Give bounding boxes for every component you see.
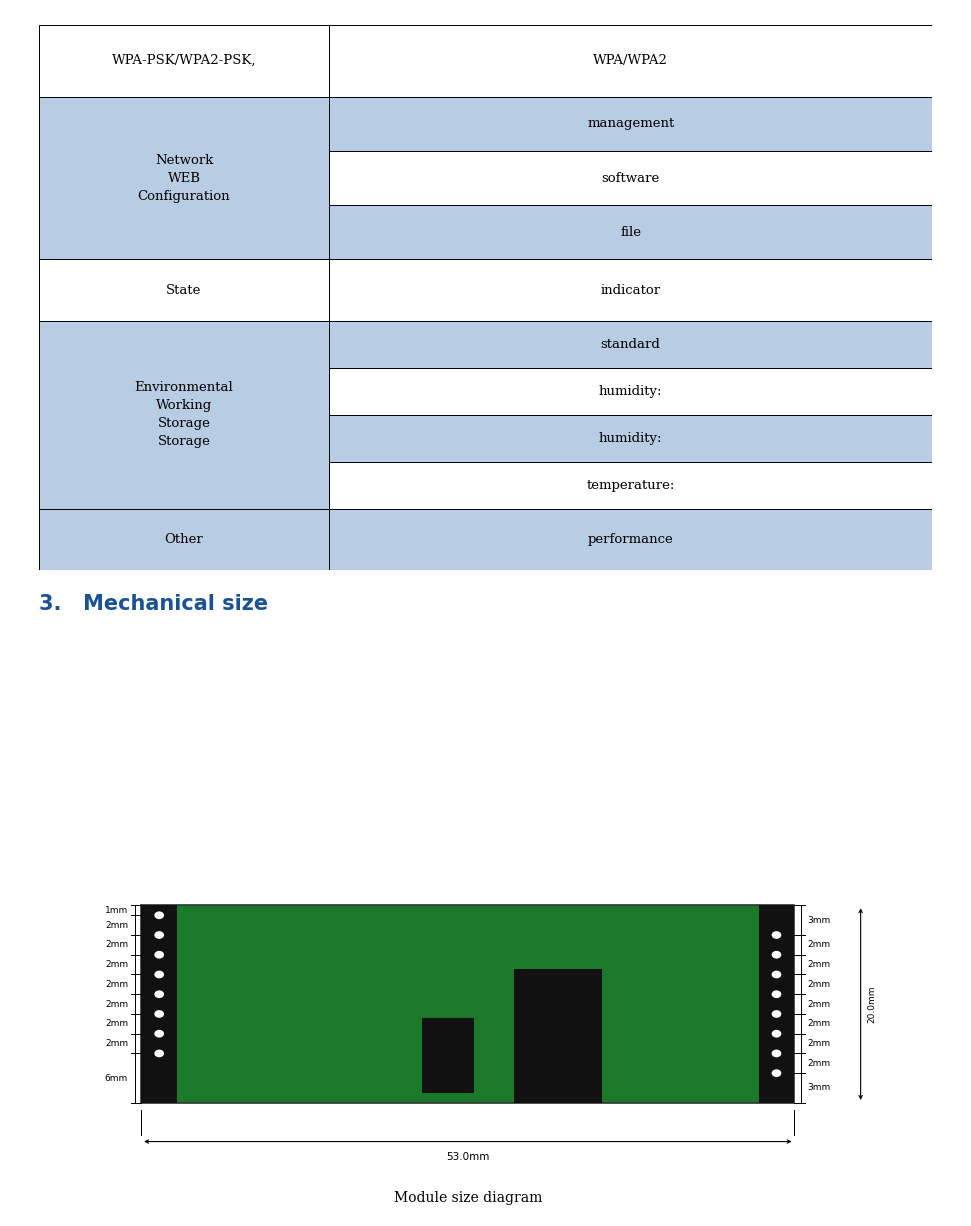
Text: WPA/WPA2: WPA/WPA2 [593, 54, 668, 67]
Bar [329, 205, 932, 260]
Text: 2mm: 2mm [105, 921, 128, 929]
Circle shape [772, 1010, 782, 1018]
Text: 2mm: 2mm [105, 1040, 128, 1048]
Text: 2mm: 2mm [808, 940, 831, 949]
Circle shape [772, 1049, 782, 1057]
Text: Module size diagram: Module size diagram [393, 1190, 542, 1205]
Bar [39, 321, 329, 509]
Circle shape [154, 971, 164, 978]
Bar [329, 321, 932, 368]
Text: 20.0mm: 20.0mm [868, 986, 877, 1022]
Circle shape [154, 1010, 164, 1018]
Text: 2mm: 2mm [105, 940, 128, 949]
Circle shape [154, 911, 164, 920]
Text: 2mm: 2mm [808, 960, 831, 969]
Circle shape [772, 991, 782, 998]
Bar [514, 969, 602, 1103]
Circle shape [154, 1030, 164, 1037]
Circle shape [154, 931, 164, 939]
Bar [329, 97, 932, 151]
Bar [39, 509, 329, 570]
Text: file: file [620, 226, 641, 239]
Circle shape [772, 1069, 782, 1078]
Bar [39, 260, 329, 321]
Text: State: State [166, 283, 202, 297]
Circle shape [772, 931, 782, 939]
Text: 2mm: 2mm [105, 1019, 128, 1029]
Bar [39, 97, 329, 260]
Bar [141, 905, 794, 1103]
Text: performance: performance [587, 533, 674, 546]
Text: 3mm: 3mm [808, 1084, 831, 1092]
Circle shape [154, 1049, 164, 1057]
Text: 6mm: 6mm [105, 1074, 128, 1083]
Circle shape [772, 971, 782, 978]
Bar [329, 151, 932, 205]
Text: Other: Other [165, 533, 203, 546]
Bar [329, 509, 932, 570]
Bar [141, 905, 177, 1103]
Text: Network
WEB
Configuration: Network WEB Configuration [138, 153, 230, 202]
Text: humidity:: humidity: [599, 385, 662, 397]
Text: 2mm: 2mm [105, 960, 128, 969]
Text: 2mm: 2mm [808, 999, 831, 1009]
Bar [329, 462, 932, 509]
Text: management: management [587, 118, 674, 130]
Text: temperature:: temperature: [586, 478, 675, 492]
Text: 53.0mm: 53.0mm [446, 1152, 489, 1162]
Bar [329, 368, 932, 414]
Bar [329, 260, 932, 321]
Circle shape [772, 1030, 782, 1037]
Text: 2mm: 2mm [105, 999, 128, 1009]
Bar [39, 25, 329, 97]
Bar [758, 905, 794, 1103]
Circle shape [154, 991, 164, 998]
Bar [422, 1018, 475, 1092]
Text: 2mm: 2mm [105, 980, 128, 989]
Text: 3.   Mechanical size: 3. Mechanical size [39, 595, 268, 614]
Text: indicator: indicator [601, 283, 660, 297]
Text: 1mm: 1mm [105, 906, 128, 915]
Text: humidity:: humidity: [599, 432, 662, 445]
Bar [329, 25, 932, 97]
Text: 2mm: 2mm [808, 980, 831, 989]
Text: standard: standard [601, 338, 660, 351]
Text: Environmental
Working
Storage
Storage: Environmental Working Storage Storage [135, 381, 233, 449]
Bar [329, 414, 932, 462]
Circle shape [772, 951, 782, 959]
Text: WPA-PSK/WPA2-PSK,: WPA-PSK/WPA2-PSK, [112, 54, 256, 67]
Text: 2mm: 2mm [808, 1059, 831, 1068]
Text: software: software [602, 172, 659, 185]
Text: 2mm: 2mm [808, 1019, 831, 1029]
Circle shape [154, 951, 164, 959]
Text: 2mm: 2mm [808, 1040, 831, 1048]
Text: 3mm: 3mm [808, 916, 831, 924]
